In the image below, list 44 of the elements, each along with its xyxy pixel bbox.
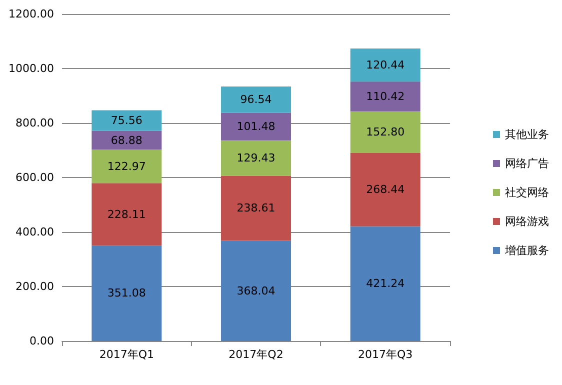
data-label: 268.44 <box>366 183 405 196</box>
bar <box>221 112 291 140</box>
bar <box>350 81 420 112</box>
bar <box>350 48 420 82</box>
bar <box>92 150 162 184</box>
data-label: 351.08 <box>107 286 146 300</box>
y-tick-label: 600.00 <box>16 171 54 184</box>
data-label: 368.04 <box>236 284 276 298</box>
data-label: 421.24 <box>366 277 405 290</box>
data-label: 152.80 <box>366 126 405 139</box>
legend-label: 其他业务 <box>505 128 549 141</box>
data-label: 122.97 <box>107 160 146 173</box>
legend-label: 网络游戏 <box>505 215 549 228</box>
bar <box>92 183 162 246</box>
legend-label: 增值服务 <box>504 244 549 257</box>
bar <box>350 226 420 341</box>
x-tick-label: 2017年Q1 <box>99 348 154 361</box>
y-tick-label: 1200.00 <box>8 8 54 20</box>
y-tick-label: 200.00 <box>16 280 54 293</box>
data-label: 238.61 <box>236 202 276 215</box>
data-label: 101.48 <box>236 120 276 134</box>
x-tick-label: 2017年Q3 <box>358 348 413 361</box>
data-label: 228.11 <box>107 208 146 221</box>
data-label: 129.43 <box>236 152 276 165</box>
x-tick-label: 2017年Q2 <box>228 348 284 361</box>
y-tick-label: 0.00 <box>30 334 54 348</box>
y-tick-label: 400.00 <box>16 226 54 238</box>
bar <box>92 245 162 341</box>
y-tick-label: 1000.00 <box>8 62 54 75</box>
bar <box>221 240 291 341</box>
legend-label: 社交网络 <box>505 186 549 199</box>
bar <box>92 110 162 131</box>
bar <box>221 140 291 176</box>
data-label: 120.44 <box>366 58 405 72</box>
bar <box>221 176 291 241</box>
y-tick-label: 800.00 <box>16 116 54 130</box>
data-label: 96.54 <box>240 93 272 106</box>
data-label: 75.56 <box>110 114 142 128</box>
legend-label: 网络广告 <box>505 157 549 170</box>
data-label: 110.42 <box>366 90 405 103</box>
data-label: 68.88 <box>110 134 142 147</box>
bar <box>221 86 291 113</box>
bar <box>350 111 420 154</box>
bar <box>350 153 420 226</box>
